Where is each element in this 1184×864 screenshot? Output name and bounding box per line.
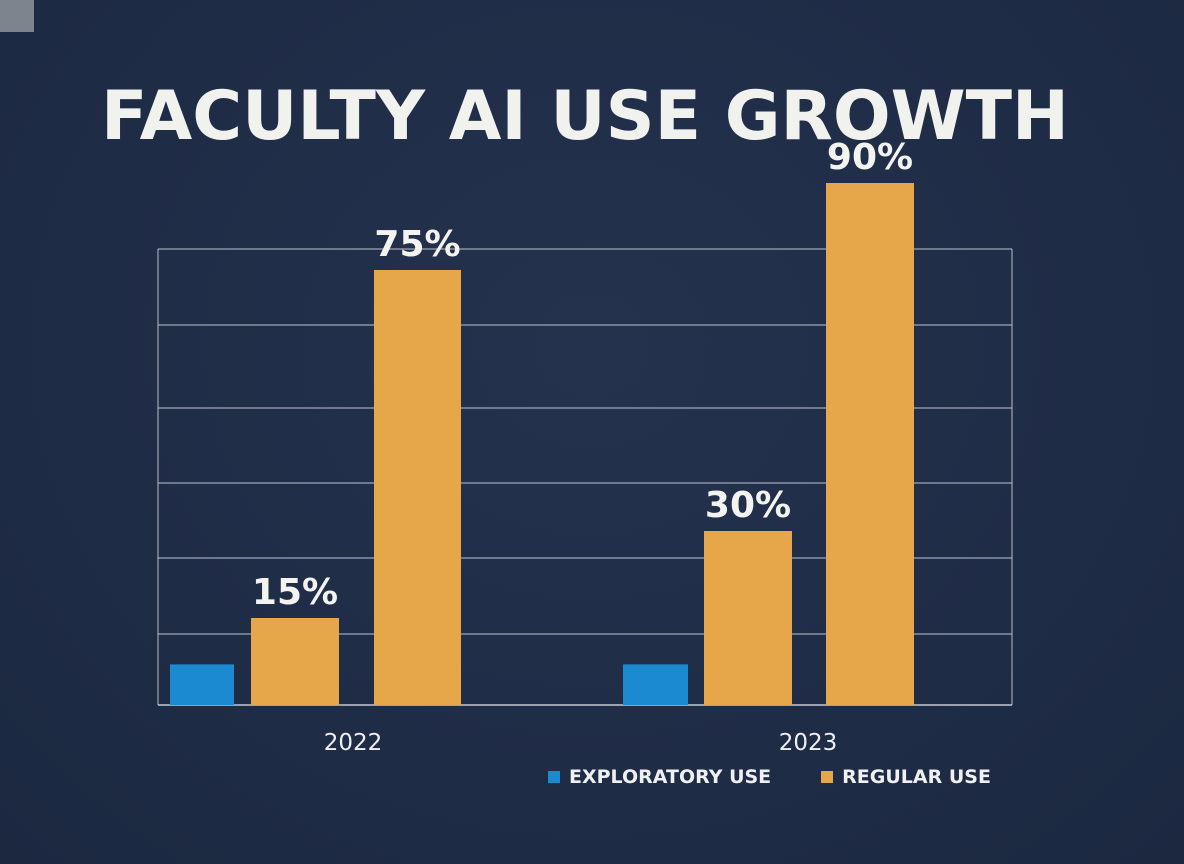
legend-swatch <box>821 771 834 783</box>
chart-title: FACULTY AI USE GROWTH <box>101 77 1069 156</box>
bar-2022-series-0 <box>170 664 234 705</box>
bar-2023-series-1 <box>704 531 792 705</box>
bar-2022-series-2 <box>374 270 461 705</box>
bar-2023-series-2 <box>826 183 914 705</box>
legend-item: REGULAR USE <box>821 766 991 788</box>
bar-2022-series-1 <box>251 618 339 705</box>
data-label-2022-series-2: 75% <box>374 224 460 265</box>
legend-label: REGULAR USE <box>842 766 991 788</box>
data-label-2023-series-1: 30% <box>705 485 791 526</box>
corner-tab <box>0 0 34 32</box>
data-label-2022-series-1: 15% <box>252 572 338 613</box>
bar-2023-series-0 <box>623 664 688 705</box>
legend-label: EXPLORATORY USE <box>569 766 772 788</box>
category-label-2022: 2022 <box>324 730 383 756</box>
legend-item: EXPLORATORY USE <box>548 766 771 788</box>
data-label-2023-series-2: 90% <box>827 137 913 178</box>
legend-swatch <box>548 771 560 783</box>
category-label-2023: 2023 <box>779 730 838 756</box>
legend: EXPLORATORY USE REGULAR USE <box>548 766 991 788</box>
